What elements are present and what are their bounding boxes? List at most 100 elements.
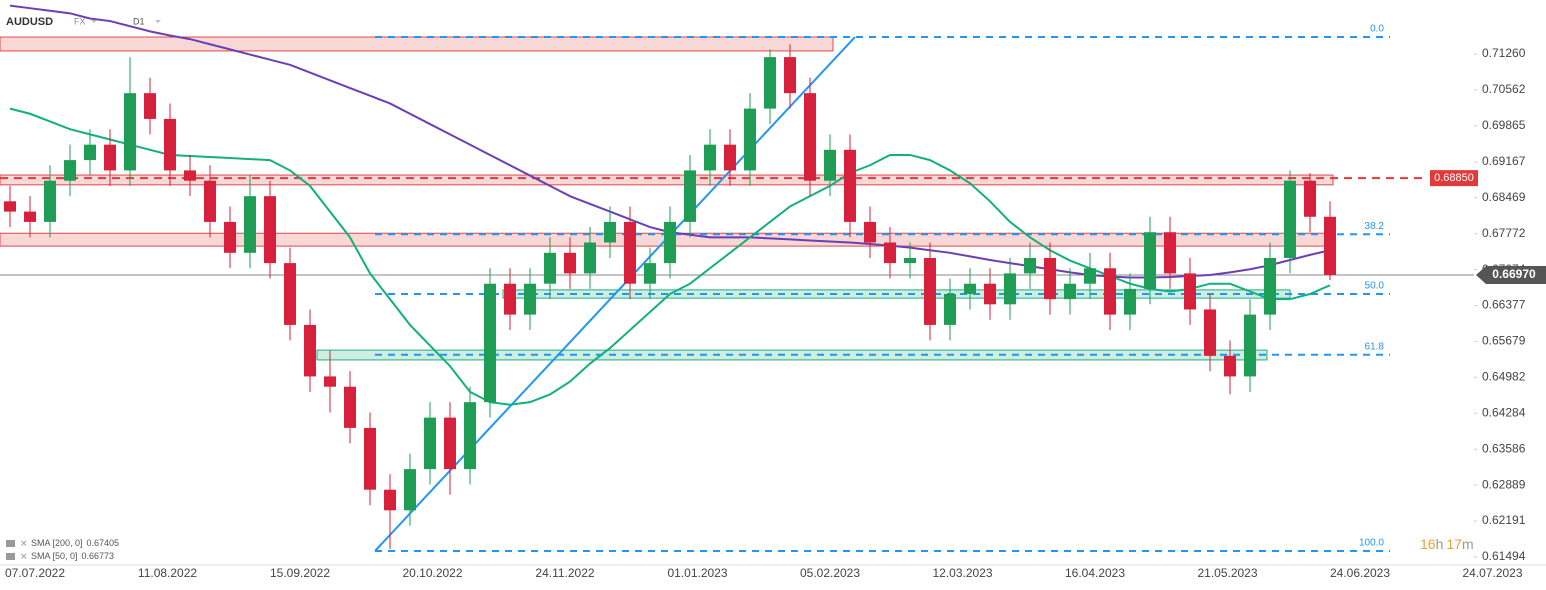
x-tick-label: 01.01.2023 (667, 566, 727, 580)
legend-icon (6, 540, 15, 547)
candle-body (144, 93, 156, 119)
candle-body (764, 57, 776, 109)
legend-entry: SMA [50, 0] 0.66773 (31, 551, 114, 561)
interval[interactable]: D1 (133, 16, 145, 26)
candle-body (1324, 216, 1336, 275)
candle-body (24, 211, 36, 222)
candle-body (664, 221, 676, 264)
candle-body (704, 144, 716, 171)
legend-value: 0.66773 (82, 551, 115, 561)
candle-body (304, 324, 316, 377)
x-tick-label: 21.05.2023 (1197, 566, 1257, 580)
candle-body (524, 283, 536, 315)
x-tick-label: 15.09.2022 (270, 566, 330, 580)
x-tick-label: 20.10.2022 (402, 566, 462, 580)
candle-body (384, 489, 396, 511)
candle-body (44, 180, 56, 222)
candle-body (604, 221, 616, 243)
candle-body (884, 242, 896, 264)
interval-caret[interactable] (155, 20, 161, 23)
candle-body (224, 221, 236, 253)
candle-body (724, 144, 736, 171)
zone (0, 36, 834, 52)
candle-body (1004, 273, 1016, 305)
candle-body (564, 252, 576, 274)
legend-value: 0.67405 (87, 538, 120, 548)
candle-body (1204, 309, 1216, 356)
candle-body (164, 118, 176, 171)
x-tick-label: 12.03.2023 (932, 566, 992, 580)
y-tick-label: 0.68469 (1482, 190, 1526, 204)
market-caret[interactable] (91, 20, 97, 23)
candle-body (244, 196, 256, 253)
legend-entry: SMA [200, 0] 0.67405 (31, 538, 119, 548)
y-tick-label: 0.66377 (1482, 298, 1526, 312)
candle-body (324, 376, 336, 387)
candle-body (784, 57, 796, 94)
candle-body (1044, 257, 1056, 300)
candle-body (1024, 257, 1036, 274)
candle-body (424, 417, 436, 470)
candle-body (824, 149, 836, 181)
candle-body (1164, 232, 1176, 274)
y-tick-label: 0.70562 (1482, 82, 1526, 96)
y-tick-label: 0.64982 (1482, 370, 1526, 384)
y-tick-label: 0.69167 (1482, 154, 1526, 168)
fib-label: 38.2 (1365, 221, 1385, 232)
candle-body (264, 196, 276, 264)
candle-body (684, 170, 696, 222)
fib-label: 50.0 (1365, 281, 1385, 292)
x-tick-label: 05.02.2023 (800, 566, 860, 580)
y-tick-label: 0.64284 (1482, 405, 1526, 419)
x-tick-label: 24.06.2023 (1330, 566, 1390, 580)
candle-body (1144, 232, 1156, 289)
candle-body (284, 263, 296, 325)
candle-body (924, 257, 936, 325)
candle-body (844, 149, 856, 222)
candle-body (624, 221, 636, 284)
candle-body (1104, 268, 1116, 315)
candle-body (104, 144, 116, 171)
level-tag-bg (1430, 170, 1478, 187)
candle-body (1264, 257, 1276, 315)
legend-remove[interactable]: ✕ (20, 538, 28, 548)
candle-body (84, 144, 96, 161)
countdown-part: 17 (1446, 536, 1462, 552)
countdown-part: m (1462, 536, 1474, 552)
legend-name: SMA [50, 0] (31, 551, 78, 561)
candle-body (184, 170, 196, 181)
candle-body (864, 221, 876, 243)
candle-body (644, 263, 656, 284)
candle-body (484, 283, 496, 403)
candle-body (124, 93, 136, 171)
candle-body (1304, 180, 1316, 217)
legend-remove[interactable]: ✕ (20, 551, 28, 561)
candle-body (944, 294, 956, 325)
candle-body (4, 201, 16, 212)
candle-body (904, 257, 916, 264)
candle-body (584, 242, 596, 274)
candle-body (1124, 288, 1136, 315)
candle-body (744, 108, 756, 171)
countdown-part: 16 (1420, 536, 1436, 552)
market[interactable]: FX (74, 16, 86, 26)
candle-body (1224, 355, 1236, 377)
last-price-tag: 0.66970 (1492, 267, 1536, 281)
candle-body (804, 93, 816, 181)
candle-body (344, 386, 356, 428)
candle-body (1244, 314, 1256, 377)
zone (0, 174, 1334, 186)
candle-body (1064, 283, 1076, 300)
candle-body (544, 252, 556, 284)
candle-body (1084, 268, 1096, 284)
fib-label: 100.0 (1359, 538, 1384, 549)
candle-body (204, 180, 216, 222)
candle-body (984, 283, 996, 305)
x-tick-label: 24.11.2022 (535, 566, 594, 580)
candle-body (964, 283, 976, 295)
candle-body (1284, 180, 1296, 258)
level-tag: 0.68850 (1434, 172, 1474, 184)
candle-body (1184, 273, 1196, 310)
candle-body (64, 160, 76, 181)
